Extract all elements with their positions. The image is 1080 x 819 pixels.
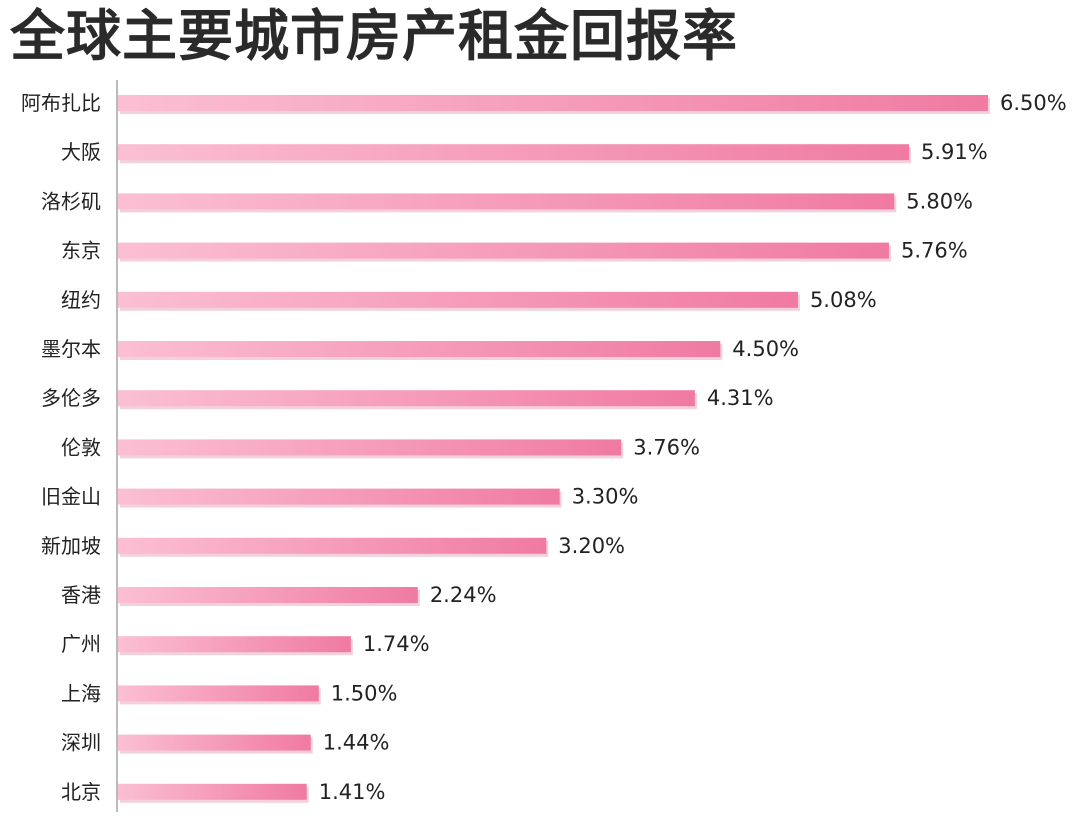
- value-label: 1.44%: [323, 731, 390, 755]
- category-label: 多伦多: [41, 386, 101, 410]
- category-label: 新加坡: [41, 534, 101, 558]
- value-label: 4.50%: [732, 337, 799, 361]
- chart-title: 全球主要城市房产租金回报率: [10, 3, 739, 68]
- category-label: 阿布扎比: [21, 91, 101, 115]
- bar-7: [118, 439, 622, 456]
- bar-10: [118, 587, 418, 603]
- value-label: 1.74%: [363, 632, 430, 656]
- bar-6: [118, 390, 695, 407]
- value-label: 5.08%: [810, 288, 877, 312]
- bar-0: [118, 95, 988, 111]
- category-label: 旧金山: [41, 485, 101, 509]
- bar-4: [118, 291, 798, 308]
- bar-12: [118, 685, 319, 702]
- category-label: 伦敦: [61, 435, 101, 459]
- bar-14: [118, 783, 307, 800]
- value-label: 2.24%: [430, 583, 497, 607]
- category-label: 东京: [61, 239, 101, 263]
- category-label: 墨尔本: [41, 337, 101, 361]
- bar-8: [118, 488, 560, 505]
- category-label: 纽约: [61, 288, 101, 312]
- value-label: 5.76%: [901, 239, 968, 263]
- category-label: 洛杉矶: [41, 189, 101, 213]
- bar-3: [118, 242, 889, 259]
- bar-5: [118, 341, 721, 357]
- value-label: 4.31%: [707, 386, 774, 410]
- value-label: 3.20%: [558, 534, 625, 558]
- category-label: 北京: [61, 780, 101, 804]
- value-label: 5.91%: [921, 140, 988, 164]
- bar-13: [118, 734, 311, 751]
- bar-9: [118, 537, 547, 554]
- category-label: 大阪: [61, 140, 101, 164]
- category-label: 香港: [61, 583, 101, 607]
- value-label: 3.30%: [572, 485, 639, 509]
- value-label: 1.41%: [319, 780, 386, 804]
- bar-2: [118, 193, 895, 210]
- value-label: 3.76%: [633, 435, 700, 459]
- bar-1: [118, 144, 910, 161]
- category-label: 广州: [61, 632, 101, 656]
- bar-11: [118, 636, 351, 653]
- category-label: 深圳: [61, 731, 101, 755]
- category-label: 上海: [61, 681, 101, 705]
- value-label: 5.80%: [906, 189, 973, 213]
- value-label: 6.50%: [1000, 91, 1067, 115]
- value-label: 1.50%: [331, 681, 398, 705]
